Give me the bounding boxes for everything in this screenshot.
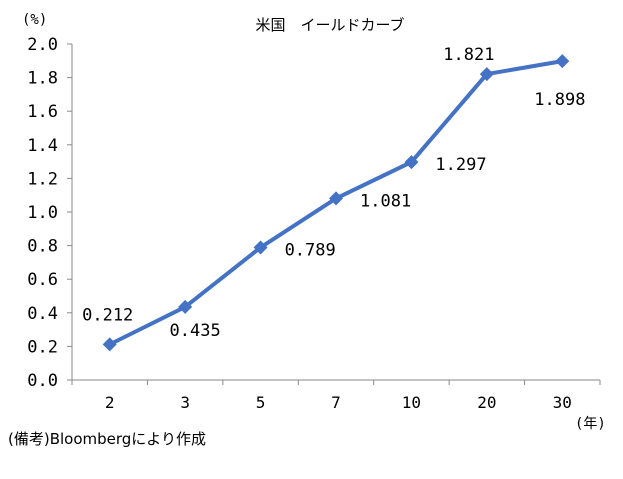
data-label: 1.898 [534, 90, 585, 110]
x-tick-label: 20 [477, 393, 496, 412]
y-tick-label: 0.6 [27, 270, 58, 290]
y-tick-label: 1.4 [27, 136, 58, 156]
series-group [102, 54, 570, 352]
y-tick-label: 1.8 [27, 69, 58, 89]
data-label: 1.297 [435, 155, 486, 175]
data-point-marker [178, 299, 193, 314]
data-point-marker [329, 191, 343, 206]
y-tick-label: 2.0 [27, 35, 58, 55]
source-note: (備考)Bloombergにより作成 [8, 430, 206, 448]
x-tick-label: 7 [331, 393, 341, 412]
y-axis-unit: (%) [22, 12, 47, 28]
y-tick-label: 0.0 [27, 371, 58, 391]
data-point-marker [404, 155, 419, 170]
x-tick-label: 10 [402, 393, 421, 412]
y-tick-label: 1.0 [27, 203, 58, 223]
y-tick-label: 1.2 [27, 169, 58, 189]
data-point-marker [479, 67, 494, 82]
data-label: 0.212 [82, 305, 133, 325]
x-tick-label: 5 [256, 393, 266, 412]
y-tick-label: 0.2 [27, 337, 58, 357]
data-label: 0.789 [285, 240, 336, 260]
y-axis: 0.0 0.2 0.4 0.6 0.8 1.0 1.2 1.4 1.6 1.8 2.0 [27, 35, 72, 391]
y-tick-label: 0.8 [27, 237, 58, 257]
x-axis-unit: (年) [575, 416, 606, 432]
x-tick-label: 30 [553, 393, 572, 412]
x-axis: 2 3 5 7 10 20 30 [71, 380, 601, 412]
data-point-marker [102, 337, 117, 352]
data-label: 1.081 [360, 191, 411, 211]
x-tick-label: 2 [105, 393, 115, 412]
data-label: 1.821 [443, 45, 494, 65]
data-point-marker [555, 54, 570, 69]
y-tick-label: 0.4 [27, 304, 58, 324]
data-point-marker [253, 240, 268, 255]
data-labels: 0.212 0.435 0.789 1.081 1.297 1.821 1.898 [82, 45, 585, 341]
y-tick-label: 1.6 [27, 102, 58, 122]
data-label: 0.435 [170, 321, 221, 341]
chart-title: 米国 イールドカーブ [255, 16, 404, 34]
x-tick-label: 3 [180, 393, 190, 412]
